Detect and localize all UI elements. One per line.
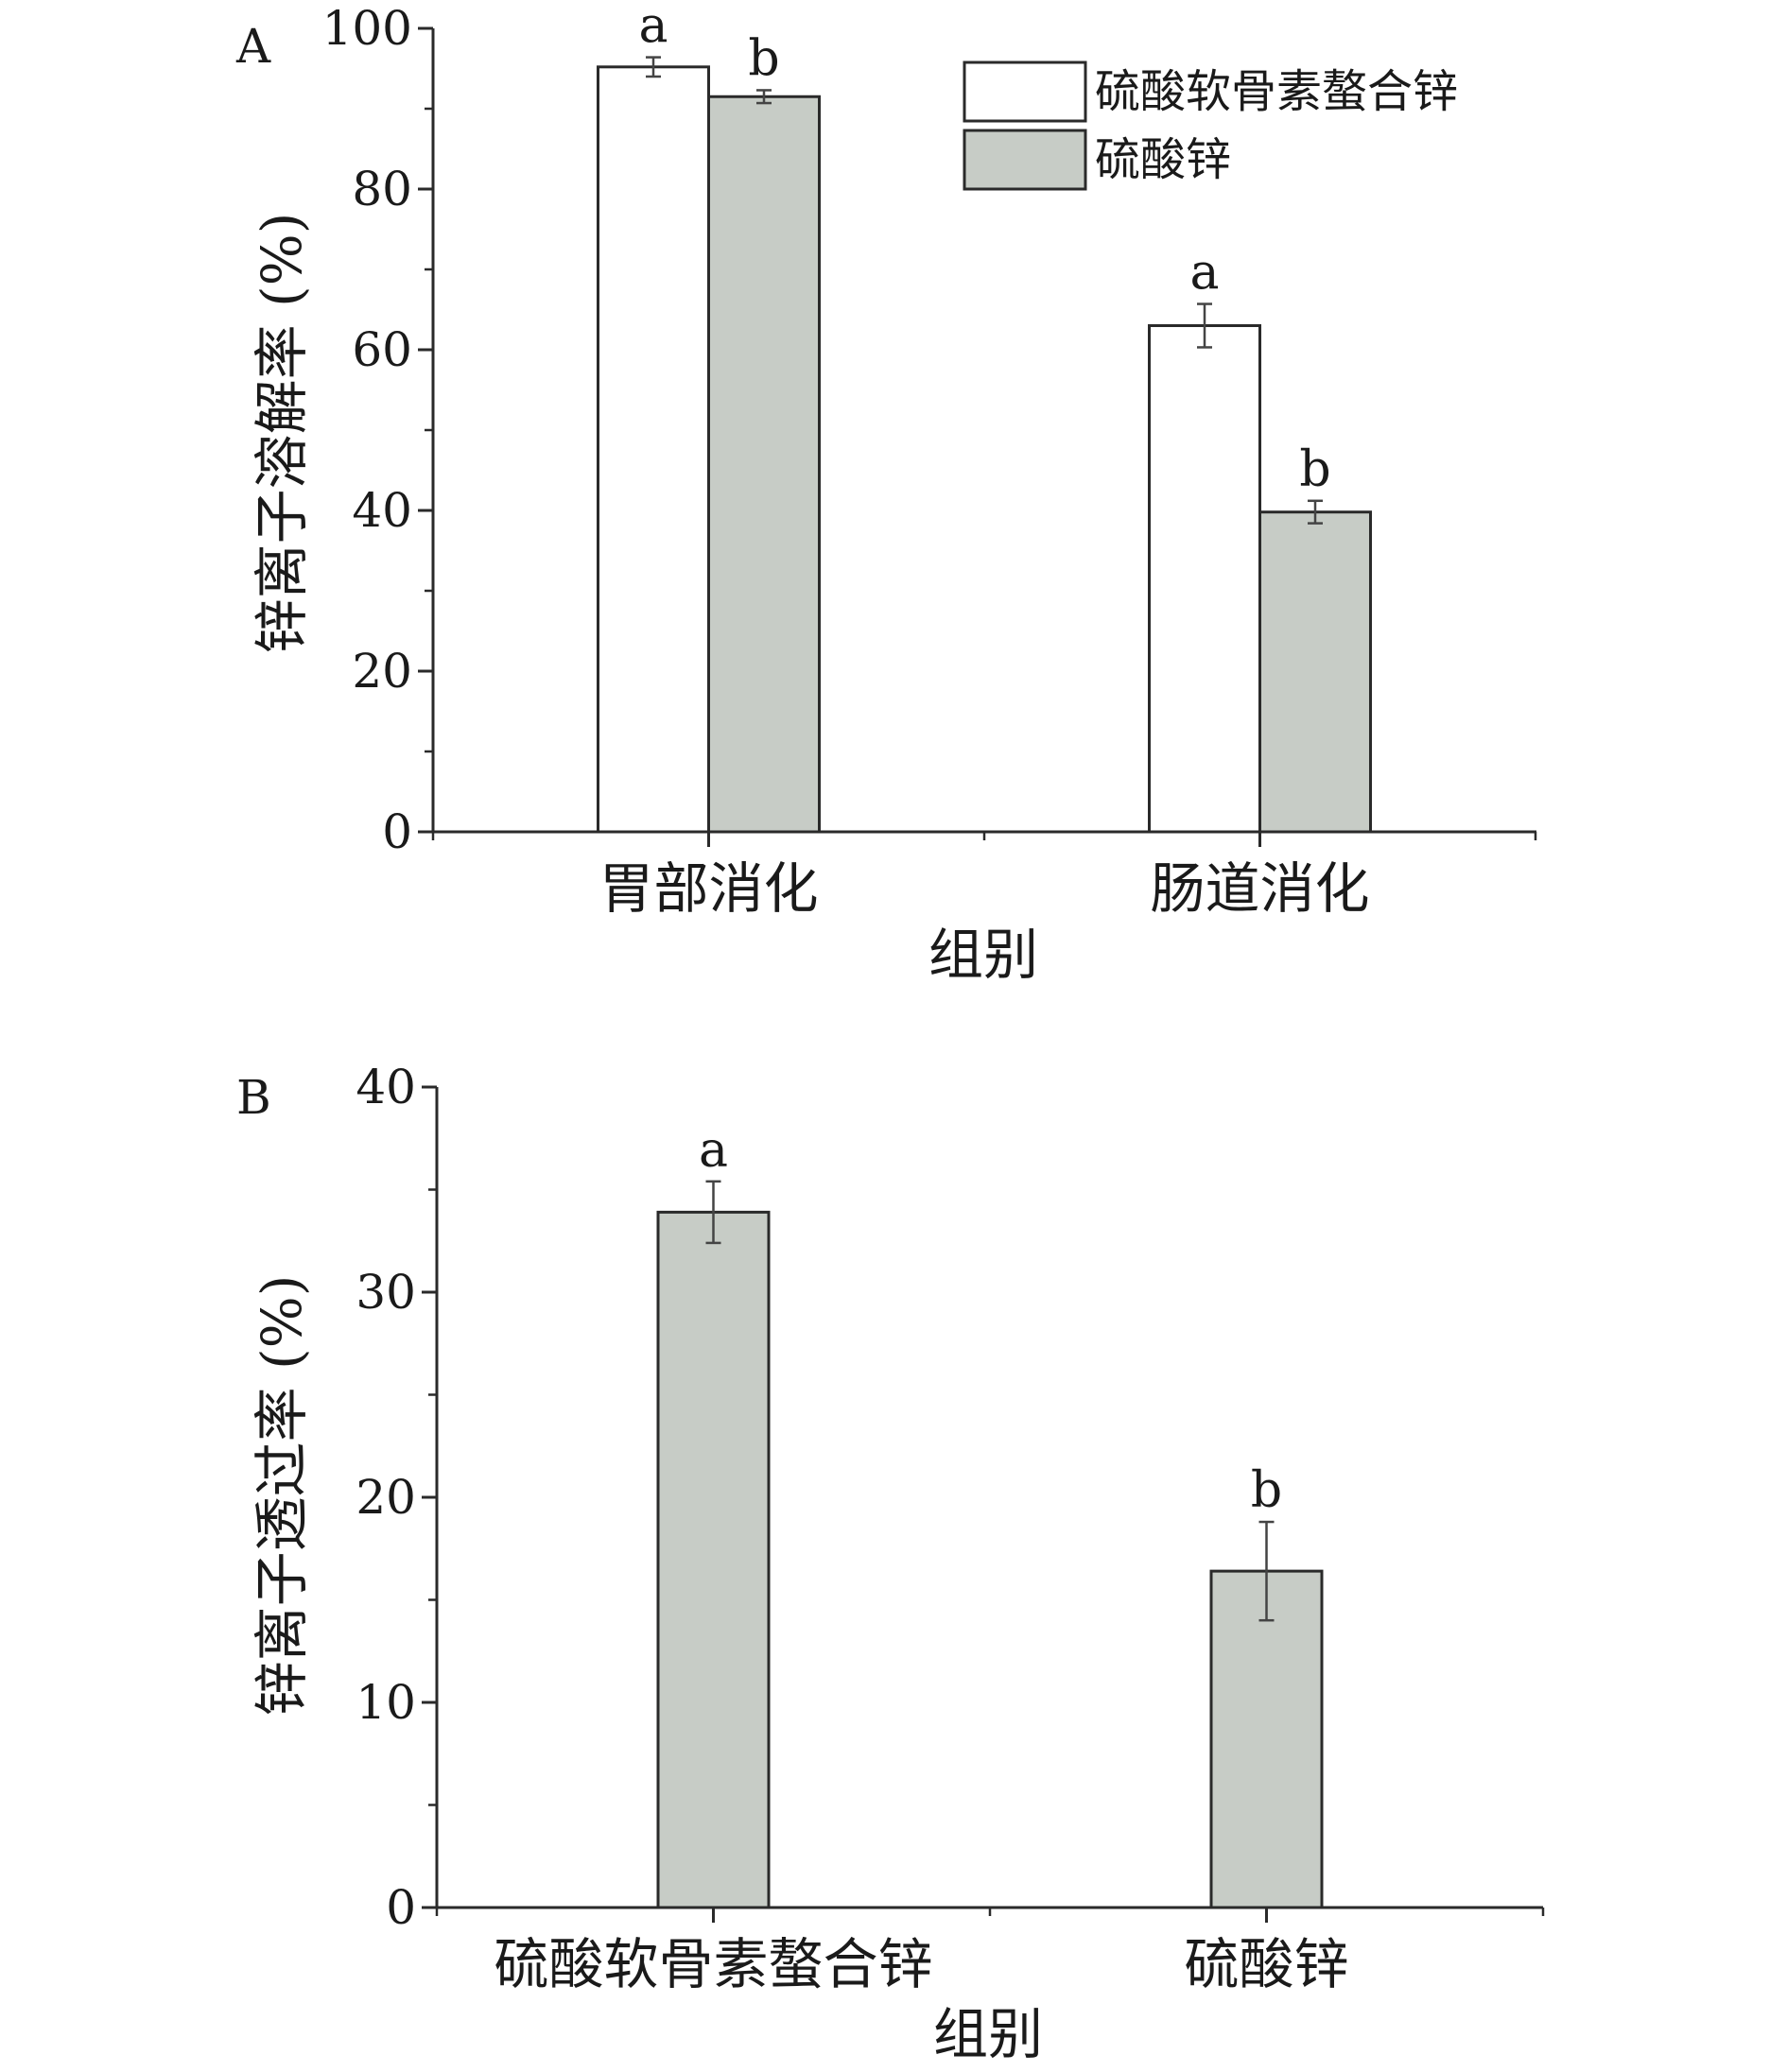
significance-label: b	[1299, 441, 1330, 498]
legend-swatch	[963, 129, 1087, 191]
bar	[597, 65, 710, 834]
x-category-label: 硫酸软骨素螯合锌	[494, 1932, 932, 1996]
significance-label: a	[699, 1122, 728, 1179]
significance-label: b	[748, 30, 779, 87]
significance-label: a	[1189, 245, 1219, 302]
bar	[1148, 324, 1261, 834]
panel-a-chart: A 锌离子溶解率 (%) 组别 0 20 40 60 80 100 胃部消化 a b 肠道消化 a b…	[235, 0, 1537, 987]
y-tick-label: 20	[352, 644, 412, 699]
y-tick-label: 40	[352, 483, 412, 538]
y-tick-label: 30	[356, 1265, 416, 1320]
panel-a-y-axis-title: 锌离子溶解率 (%)	[250, 213, 314, 654]
y-tick-label: 60	[352, 322, 412, 377]
y-tick-label: 100	[322, 1, 412, 56]
panel-b-y-axis-title: 锌离子透过率 (%)	[250, 1275, 314, 1717]
y-tick-label: 40	[356, 1060, 416, 1114]
bar	[1209, 1569, 1324, 1909]
y-tick-label: 0	[386, 1880, 416, 1935]
significance-label: a	[638, 0, 668, 55]
panel-b-marks: 0 10 20 30 40 硫酸软骨素螯合锌 a 硫酸锌 b	[356, 1060, 1545, 1996]
y-tick-label: 20	[356, 1470, 416, 1525]
significance-label: b	[1251, 1462, 1282, 1519]
legend-swatch	[963, 60, 1087, 123]
panel-a-letter: A	[235, 19, 271, 74]
panel-a-x-axis-title: 组别	[928, 923, 1038, 987]
bar	[1258, 510, 1372, 834]
y-tick-label: 10	[356, 1675, 416, 1730]
legend-label: 硫酸软骨素螯合锌	[1095, 65, 1458, 118]
legend-label: 硫酸锌	[1095, 133, 1231, 186]
panel-a-marks: 0 20 40 60 80 100 胃部消化 a b 肠道消化 a b	[322, 0, 1537, 921]
y-tick-label: 80	[352, 162, 412, 216]
x-category-label: 硫酸锌	[1184, 1932, 1348, 1996]
x-category-label: 胃部消化	[599, 856, 818, 921]
y-tick-label: 0	[382, 804, 412, 859]
bar	[656, 1210, 771, 1909]
panel-b-chart: B 锌离子透过率 (%) 组别 0 10 20 30 40 硫酸软骨素螯合锌 a 硫酸锌 b	[236, 1060, 1545, 2066]
x-category-label: 肠道消化	[1150, 856, 1369, 921]
bar	[707, 95, 821, 834]
panel-b-x-axis-title: 组别	[933, 2002, 1043, 2066]
panel-b-letter: B	[236, 1070, 271, 1125]
